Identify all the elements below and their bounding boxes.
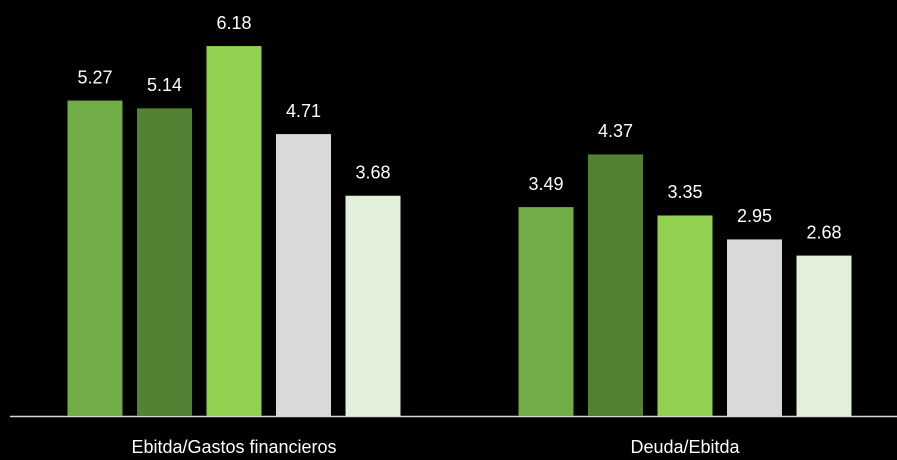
data-label: 3.68 [355, 162, 390, 182]
x-tick-label: Ebitda/Gastos financieros [131, 437, 336, 457]
bar [518, 207, 574, 416]
bar [137, 108, 192, 416]
data-label: 4.37 [598, 121, 633, 141]
bar [657, 215, 713, 416]
x-tick-label: Deuda/Ebitda [630, 437, 740, 457]
bar [67, 100, 123, 416]
data-label: 6.18 [216, 13, 251, 33]
bar [588, 154, 643, 416]
data-label: 2.95 [737, 206, 772, 226]
bar [796, 255, 852, 416]
bar [727, 239, 782, 416]
data-label: 3.35 [667, 182, 702, 202]
bar [345, 195, 401, 416]
data-label: 5.27 [77, 67, 112, 87]
data-label: 3.49 [528, 174, 563, 194]
bar [276, 134, 331, 416]
data-label: 4.71 [286, 101, 321, 121]
data-label: 2.68 [806, 222, 841, 242]
bar [206, 46, 262, 417]
data-label: 5.14 [147, 75, 182, 95]
